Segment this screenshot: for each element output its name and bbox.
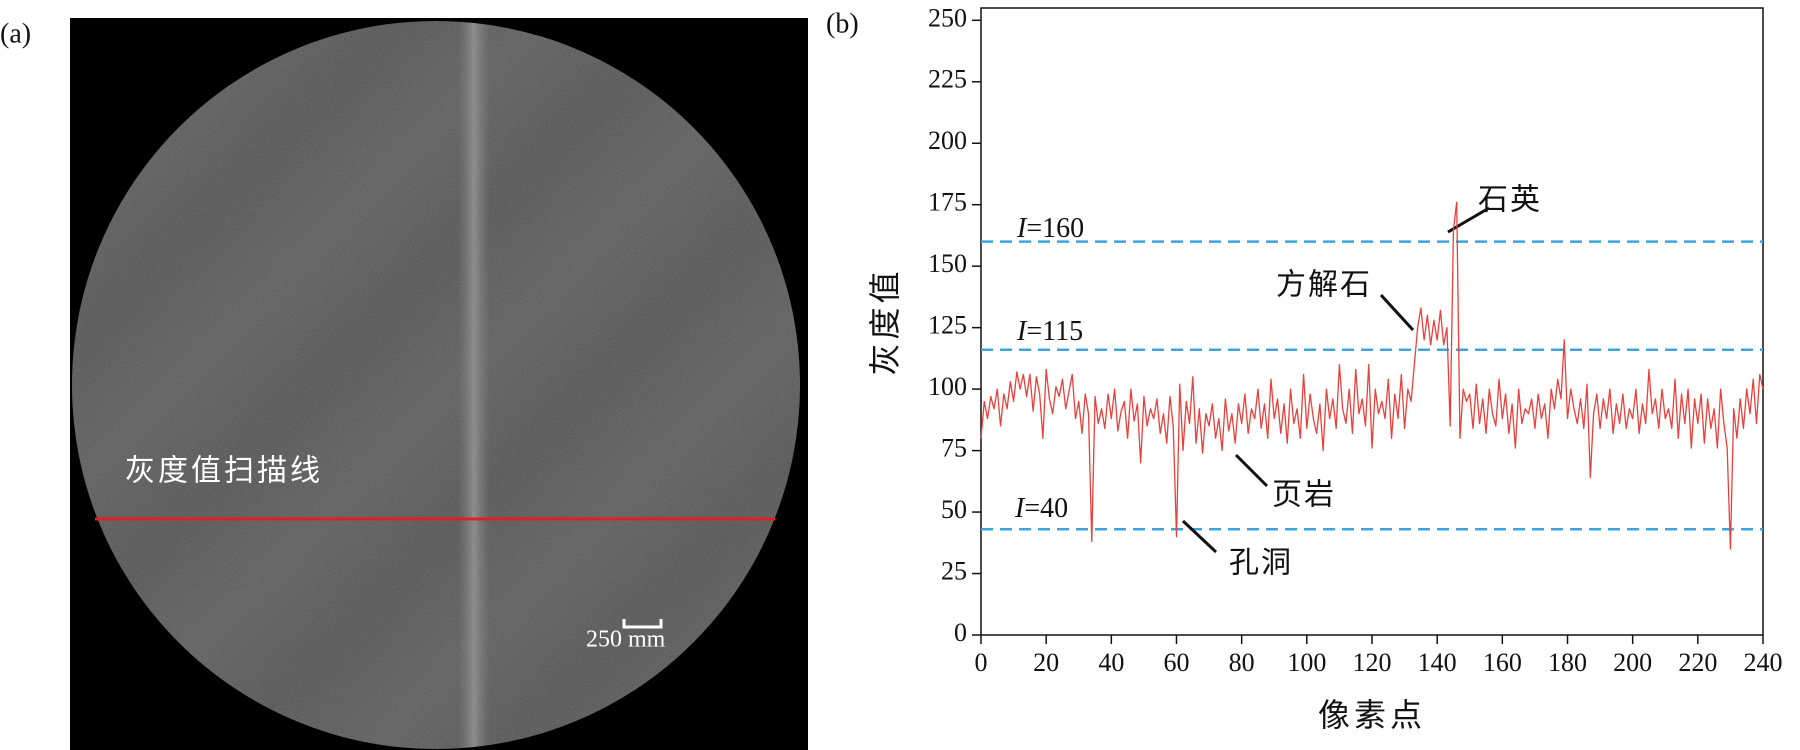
- y-tick-label: 25: [941, 556, 967, 585]
- y-axis-label: 灰度值: [866, 267, 904, 375]
- y-tick-label: 125: [928, 311, 967, 340]
- reference-symbol: I: [1014, 493, 1026, 524]
- ct-image: [72, 21, 800, 749]
- x-tick-label: 140: [1418, 648, 1457, 677]
- reference-label: I=160: [1016, 213, 1084, 244]
- x-tick-label: 120: [1353, 648, 1392, 677]
- reference-label: I=40: [1014, 493, 1068, 524]
- y-tick-label: 175: [928, 188, 967, 217]
- reference-label: I=115: [1016, 316, 1083, 347]
- annotation-leader: [1181, 519, 1218, 554]
- x-tick-label: 100: [1287, 648, 1326, 677]
- x-tick-label: 60: [1164, 648, 1190, 677]
- data-line: [980, 201, 1764, 550]
- y-tick-label: 50: [941, 495, 967, 524]
- annotation-leader: [1447, 206, 1490, 234]
- scale-bar: [622, 619, 663, 629]
- reference-symbol: I: [1016, 213, 1028, 244]
- scan-line-label: 灰度值扫描线: [125, 454, 323, 489]
- y-tick-label: 225: [928, 65, 967, 94]
- reference-value: =40: [1024, 493, 1068, 524]
- y-tick-label: 0: [954, 618, 967, 647]
- panel-label: (b): [826, 8, 859, 39]
- scale-bar-label: 250 mm: [586, 627, 666, 653]
- reference-symbol: I: [1016, 316, 1028, 347]
- plot-frame: [980, 7, 1764, 636]
- y-tick-label: 100: [928, 372, 967, 401]
- y-tick-label: 75: [941, 434, 967, 463]
- annotation: 石英: [1478, 183, 1542, 218]
- reference-value: =115: [1026, 316, 1083, 347]
- annotation: 页岩: [1272, 478, 1336, 513]
- x-tick-label: 240: [1744, 648, 1783, 677]
- ct-noise: [72, 21, 800, 749]
- x-axis-label: 像素点: [1318, 696, 1426, 734]
- x-tick-label: 200: [1613, 648, 1652, 677]
- annotation-leader: [1379, 293, 1415, 332]
- panel-label: (a): [0, 18, 31, 49]
- x-tick-label: 80: [1229, 648, 1255, 677]
- annotation: 方解石: [1276, 268, 1372, 303]
- y-tick-label: 150: [928, 249, 967, 278]
- annotation: 孔洞: [1229, 546, 1293, 581]
- y-tick-label: 250: [928, 3, 967, 32]
- x-tick-label: 20: [1033, 648, 1059, 677]
- x-tick-label: 220: [1678, 648, 1717, 677]
- x-tick-label: 0: [975, 648, 988, 677]
- y-tick-label: 200: [928, 126, 967, 155]
- x-tick-label: 40: [1098, 648, 1124, 677]
- reference-value: =160: [1026, 213, 1084, 244]
- x-tick-label: 160: [1483, 648, 1522, 677]
- x-tick-label: 180: [1548, 648, 1587, 677]
- line-chart: 0 25 50 75 100 125 150 175 200 225 250 0 20 40 60 80 100…: [866, 3, 1783, 734]
- annotation-leader: [1234, 453, 1269, 488]
